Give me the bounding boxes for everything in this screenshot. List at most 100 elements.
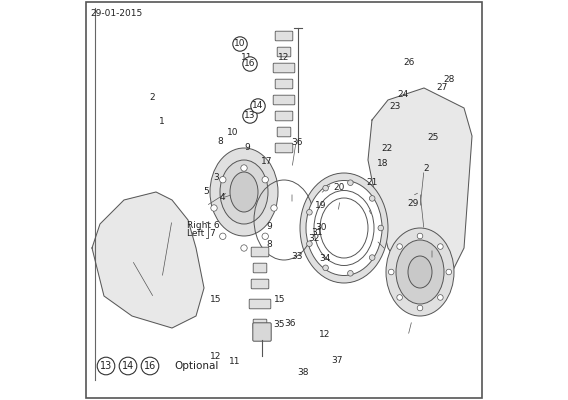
FancyBboxPatch shape <box>275 31 293 41</box>
Ellipse shape <box>386 228 454 316</box>
Text: 26: 26 <box>403 58 415 67</box>
Ellipse shape <box>408 256 432 288</box>
Text: 12: 12 <box>319 330 331 339</box>
Text: 32: 32 <box>309 234 320 243</box>
Circle shape <box>307 241 312 246</box>
Circle shape <box>220 176 226 183</box>
FancyBboxPatch shape <box>249 299 271 309</box>
Circle shape <box>262 233 269 240</box>
Text: Left  7: Left 7 <box>187 230 216 238</box>
FancyBboxPatch shape <box>277 47 291 57</box>
Circle shape <box>307 210 312 215</box>
Circle shape <box>233 37 247 51</box>
Ellipse shape <box>306 180 382 276</box>
Text: 16: 16 <box>144 361 156 371</box>
Ellipse shape <box>300 173 388 283</box>
Text: 28: 28 <box>443 75 454 84</box>
Text: 34: 34 <box>319 254 331 263</box>
FancyBboxPatch shape <box>253 323 271 341</box>
Circle shape <box>417 305 423 311</box>
Text: 5: 5 <box>203 188 209 196</box>
Circle shape <box>323 185 328 191</box>
Text: 38: 38 <box>298 368 309 377</box>
Circle shape <box>437 244 443 249</box>
Circle shape <box>241 165 247 171</box>
Text: 8: 8 <box>266 240 272 249</box>
Circle shape <box>397 244 403 249</box>
Circle shape <box>378 225 383 231</box>
FancyBboxPatch shape <box>251 247 269 257</box>
Circle shape <box>271 205 277 211</box>
Text: 2: 2 <box>149 93 155 102</box>
Ellipse shape <box>314 190 374 266</box>
FancyBboxPatch shape <box>251 279 269 289</box>
FancyBboxPatch shape <box>253 319 267 329</box>
Text: 9: 9 <box>244 143 250 152</box>
Text: 2: 2 <box>424 164 429 172</box>
Text: 36: 36 <box>291 138 303 147</box>
Circle shape <box>417 233 423 239</box>
FancyBboxPatch shape <box>275 143 293 153</box>
Ellipse shape <box>210 148 278 236</box>
Text: 15: 15 <box>274 296 286 304</box>
FancyBboxPatch shape <box>277 127 291 137</box>
Circle shape <box>446 269 452 275</box>
Ellipse shape <box>396 240 444 304</box>
Text: 16: 16 <box>244 60 256 68</box>
Text: 10: 10 <box>234 40 246 48</box>
Ellipse shape <box>220 160 268 224</box>
Text: Optional: Optional <box>174 361 218 371</box>
Text: 29: 29 <box>407 199 419 208</box>
FancyBboxPatch shape <box>273 63 295 73</box>
Text: 11: 11 <box>241 54 253 62</box>
Circle shape <box>437 295 443 300</box>
FancyBboxPatch shape <box>275 79 293 89</box>
Circle shape <box>369 255 375 260</box>
Circle shape <box>243 109 257 123</box>
Text: 10: 10 <box>227 128 239 137</box>
Circle shape <box>241 245 247 251</box>
Circle shape <box>251 99 265 113</box>
Circle shape <box>262 176 269 183</box>
Text: 27: 27 <box>437 83 448 92</box>
FancyBboxPatch shape <box>253 263 267 273</box>
Text: 17: 17 <box>261 157 272 166</box>
Polygon shape <box>92 192 204 328</box>
Text: 15: 15 <box>210 296 222 304</box>
Text: 25: 25 <box>427 134 438 142</box>
Text: 12: 12 <box>278 53 289 62</box>
Text: 24: 24 <box>397 90 408 99</box>
Circle shape <box>397 295 403 300</box>
Text: 19: 19 <box>315 201 326 210</box>
Circle shape <box>119 357 137 375</box>
Text: 3: 3 <box>213 173 219 182</box>
Text: 31: 31 <box>311 228 323 237</box>
Polygon shape <box>368 88 472 280</box>
Text: 12: 12 <box>210 352 222 361</box>
Ellipse shape <box>230 172 258 212</box>
Ellipse shape <box>308 183 380 273</box>
Text: 8: 8 <box>217 138 223 146</box>
Text: 1: 1 <box>159 118 165 126</box>
Circle shape <box>348 270 353 276</box>
Text: Right 6: Right 6 <box>187 222 220 230</box>
Circle shape <box>323 265 328 271</box>
Text: 29-01-2015: 29-01-2015 <box>90 9 142 18</box>
Text: 9: 9 <box>266 222 272 231</box>
Ellipse shape <box>320 198 368 258</box>
Text: 21: 21 <box>366 178 378 187</box>
Text: 4: 4 <box>219 194 225 202</box>
Circle shape <box>243 57 257 71</box>
Circle shape <box>220 233 226 240</box>
Circle shape <box>211 205 217 211</box>
Circle shape <box>141 357 159 375</box>
Text: 35: 35 <box>273 320 285 329</box>
Text: 13: 13 <box>244 112 256 120</box>
Circle shape <box>369 196 375 201</box>
Text: 11: 11 <box>229 358 241 366</box>
Text: 14: 14 <box>122 361 134 371</box>
Text: 33: 33 <box>291 252 303 261</box>
FancyBboxPatch shape <box>273 95 295 105</box>
Ellipse shape <box>314 190 374 266</box>
Text: 23: 23 <box>389 102 400 111</box>
